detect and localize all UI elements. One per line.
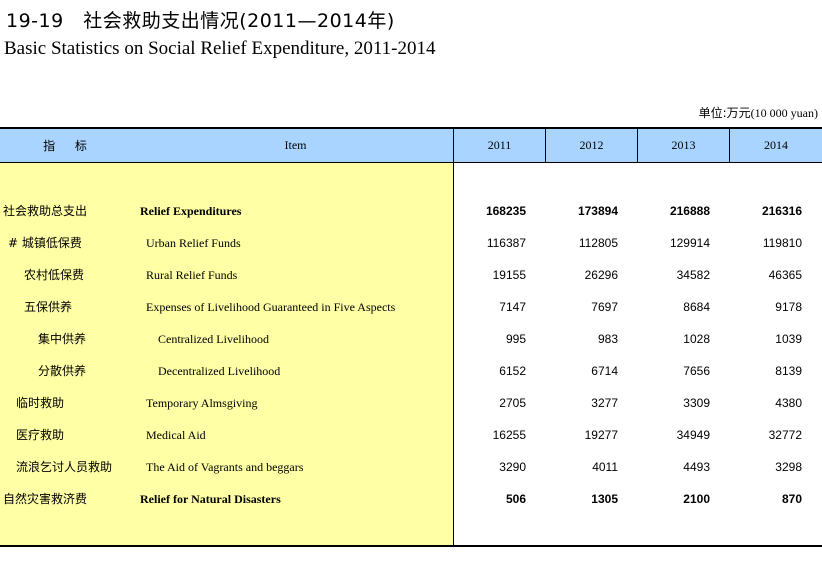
row-label-cn: 流浪乞讨人员救助 [16, 460, 113, 474]
column-divider [729, 129, 730, 162]
table-row: 集中供养 Centralized Livelihood 995 983 1028… [0, 323, 822, 355]
value-2012: 983 [597, 332, 618, 346]
value-2014: 119810 [762, 236, 802, 250]
value-2012: 173894 [577, 204, 618, 218]
row-label-en: Centralized Livelihood [158, 332, 269, 346]
table-title-chinese: 19-19 社会救助支出情况(2011—2014年) [6, 10, 395, 32]
value-2013: 34949 [676, 428, 710, 442]
value-2011: 3290 [499, 460, 526, 474]
table-row: 社会救助总支出 Relief Expenditures 168235 17389… [0, 195, 822, 227]
row-label-en: Medical Aid [146, 428, 206, 442]
row-label-en: Expenses of Livelihood Guaranteed in Fiv… [146, 300, 396, 314]
value-2011: 168235 [485, 204, 526, 218]
value-2011: 506 [505, 492, 526, 506]
row-label-en: Decentralized Livelihood [158, 364, 281, 378]
value-2012: 7697 [591, 300, 618, 314]
table-row: 分散供养 Decentralized Livelihood 6152 6714 … [0, 355, 822, 387]
row-label-en: Relief Expenditures [140, 204, 242, 218]
unit-note-en: (10 000 yuan) [750, 106, 818, 120]
row-label-cn: 临时救助 [16, 396, 65, 410]
value-2012: 1305 [591, 492, 618, 506]
value-2014: 8139 [775, 364, 802, 378]
row-label-cn: 五保供养 [24, 300, 73, 314]
column-divider [545, 129, 546, 162]
table-bottom-rule [0, 545, 822, 547]
value-2013: 4493 [683, 460, 710, 474]
table-row: 临时救助 Temporary Almsgiving 2705 3277 3309… [0, 387, 822, 419]
table-row: # 城镇低保费 Urban Relief Funds 116387 112805… [0, 227, 822, 259]
value-2014: 3298 [775, 460, 802, 474]
header-bottom-rule [0, 162, 822, 163]
row-label-cn: 社会救助总支出 [3, 204, 88, 218]
row-label-cn: 分散供养 [38, 364, 87, 378]
value-2011: 19155 [492, 268, 526, 282]
value-2011: 7147 [499, 300, 526, 314]
value-2012: 26296 [584, 268, 618, 282]
value-2014: 32772 [768, 428, 802, 442]
column-divider [637, 129, 638, 162]
value-2014: 216316 [761, 204, 802, 218]
row-label-en: Rural Relief Funds [146, 268, 238, 282]
statistics-table: 指 标 Item 2011 2012 2013 2014 社会救助总支出 Rel… [0, 127, 822, 547]
value-2011: 995 [505, 332, 526, 346]
table-row: 农村低保费 Rural Relief Funds 19155 26296 345… [0, 259, 822, 291]
row-label-en: Temporary Almsgiving [146, 396, 258, 410]
header-year-2014: 2014 [730, 129, 822, 162]
value-2014: 9178 [775, 300, 802, 314]
stub-column-background [0, 163, 453, 545]
value-2013: 1028 [683, 332, 710, 346]
header-year-2012: 2012 [546, 129, 637, 162]
value-2014: 4380 [775, 396, 802, 410]
value-2012: 19277 [584, 428, 618, 442]
header-item: Item [138, 129, 453, 162]
row-label-cn: 医疗救助 [16, 428, 65, 442]
value-2013: 8684 [683, 300, 710, 314]
row-label-en: Urban Relief Funds [146, 236, 241, 250]
table-row: 五保供养 Expenses of Livelihood Guaranteed i… [0, 291, 822, 323]
header-year-2013: 2013 [638, 129, 729, 162]
unit-note-cn: 单位:万元 [698, 106, 751, 120]
table-row: 流浪乞讨人员救助 The Aid of Vagrants and beggars… [0, 451, 822, 483]
value-2013: 216888 [669, 204, 710, 218]
header-indicator: 指 标 [0, 129, 138, 162]
value-2014: 1039 [775, 332, 802, 346]
value-2013: 7656 [683, 364, 710, 378]
value-2011: 6152 [499, 364, 526, 378]
value-2011: 116387 [486, 236, 526, 250]
row-label-cn: 自然灾害救济费 [3, 492, 88, 506]
value-2014: 46365 [768, 268, 802, 282]
value-2013: 2100 [683, 492, 710, 506]
value-2012: 3277 [591, 396, 618, 410]
value-2013: 129914 [669, 236, 710, 250]
unit-note: 单位:万元(10 000 yuan) [699, 104, 818, 121]
table-row: 自然灾害救济费 Relief for Natural Disasters 506… [0, 483, 822, 515]
row-label-cn: 集中供养 [38, 332, 87, 346]
value-2012: 6714 [591, 364, 618, 378]
value-2012: 112805 [578, 236, 618, 250]
value-2013: 34582 [676, 268, 710, 282]
value-2011: 2705 [499, 396, 526, 410]
table-top-rule [0, 127, 822, 129]
value-2013: 3309 [683, 396, 710, 410]
column-divider [453, 129, 454, 545]
header-year-2011: 2011 [454, 129, 545, 162]
value-2012: 4011 [592, 460, 618, 474]
row-label-cn: 农村低保费 [24, 268, 85, 282]
value-2011: 16255 [492, 428, 526, 442]
row-label-en: The Aid of Vagrants and beggars [146, 460, 304, 474]
row-label-cn: # 城镇低保费 [8, 236, 82, 250]
row-label-en: Relief for Natural Disasters [140, 492, 281, 506]
value-2014: 870 [781, 492, 802, 506]
table-row: 医疗救助 Medical Aid 16255 19277 34949 32772 [0, 419, 822, 451]
table-title-english: Basic Statistics on Social Relief Expend… [4, 38, 436, 59]
